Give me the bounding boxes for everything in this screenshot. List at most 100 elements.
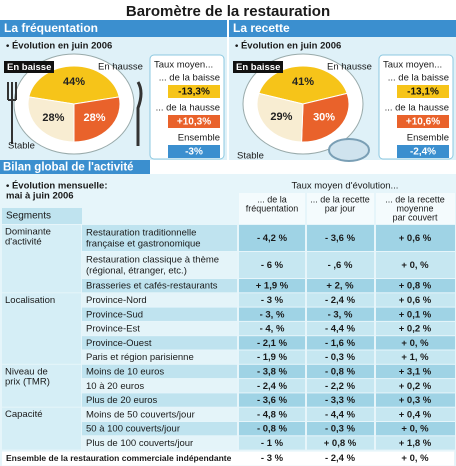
rate-label: Ensemble <box>407 133 449 144</box>
name-cell <box>82 252 237 278</box>
pie-label: En baisse <box>7 62 51 73</box>
value-cell <box>307 407 374 421</box>
cell-value: + 0,6 % <box>399 295 432 306</box>
row-name: Restauration classique à thème <box>86 255 219 266</box>
rate-value: +10,6% <box>406 117 440 128</box>
title: Baromètre de la restauration <box>126 3 330 20</box>
rate-value-box <box>168 115 220 128</box>
rates-title: Taux moyen... <box>154 60 213 71</box>
row-name: française et gastronomique <box>86 239 201 250</box>
total-name: Ensemble de la restauration commerciale … <box>6 453 232 463</box>
name-cell <box>82 336 237 350</box>
slice-label: 29% <box>270 111 292 123</box>
cell-value: + 0,2 % <box>399 324 432 335</box>
pie-label: En baisse <box>236 62 280 73</box>
column-header: ... de la recette <box>385 194 445 204</box>
value-cell <box>307 225 374 251</box>
cell-value: + 0,3 % <box>399 395 432 406</box>
value-cell <box>239 225 305 251</box>
knife <box>136 81 143 146</box>
pie-slice <box>256 92 304 143</box>
name-cell <box>82 307 237 321</box>
cell-value: + 1,9 % <box>256 281 289 292</box>
column-head-bg <box>376 193 455 224</box>
cell-value: - 2,2 % <box>325 381 356 392</box>
cell-value: - 1,6 % <box>325 338 356 349</box>
cell-value: + 0,2 % <box>399 381 432 392</box>
cell-value: - 2,4 % <box>325 295 356 306</box>
cell-value: - 0,8 % <box>325 366 356 377</box>
group-cell <box>2 364 81 407</box>
column-head-bg <box>307 193 374 224</box>
cell-value: - 3,6 % <box>325 233 356 244</box>
value-cell <box>239 321 305 336</box>
cell-value: - 0,8 % <box>257 424 288 435</box>
cell-value: - 4,8 % <box>257 409 288 420</box>
panel-title: La fréquentation <box>4 21 98 35</box>
rate-value-box <box>168 145 220 158</box>
value-cell <box>307 336 374 350</box>
cell-value: - 4, % <box>260 324 285 335</box>
panel-header <box>229 20 456 37</box>
value-cell <box>239 379 305 393</box>
name-cell <box>82 379 237 393</box>
group-label: Capacité <box>5 409 43 420</box>
value-cell <box>307 293 374 307</box>
value-cell <box>376 407 455 421</box>
cell-value: - 1 % <box>261 438 284 449</box>
value-cell <box>376 225 455 251</box>
column-head-bg <box>239 193 305 224</box>
label-box <box>233 61 283 73</box>
pie-slice <box>258 65 348 105</box>
value-cell <box>239 422 305 436</box>
cell-value: + 3,1 % <box>399 366 432 377</box>
rate-value: +10,3% <box>177 117 211 128</box>
cell-value: + 0,8 % <box>399 281 432 292</box>
cell-value: - 3, % <box>328 309 353 320</box>
group-cell <box>2 293 81 364</box>
value-cell <box>376 364 455 379</box>
value-cell <box>376 252 455 278</box>
value-cell <box>376 307 455 321</box>
rates-box <box>378 54 454 160</box>
column-header: par couvert <box>392 212 438 222</box>
pie-slice <box>301 92 350 143</box>
cell-value: - 3 % <box>261 295 284 306</box>
name-cell <box>82 321 237 336</box>
value-cell <box>307 252 374 278</box>
slice-label: 44% <box>63 76 85 88</box>
row-name: Paris et région parisienne <box>86 352 194 363</box>
coin <box>328 138 370 162</box>
cell-value: - 3,6 % <box>257 395 288 406</box>
row-name: Province-Ouest <box>86 338 152 349</box>
rate-label: ... de la hausse <box>385 103 449 114</box>
panel-header <box>0 20 227 37</box>
row-name: Province-Nord <box>86 295 147 306</box>
rate-value: -2,4% <box>410 147 436 158</box>
group-cell <box>2 407 81 450</box>
value-cell <box>239 293 305 307</box>
cell-value: - 3, % <box>260 309 285 320</box>
name-cell <box>82 293 237 307</box>
cell-value: - 3,8 % <box>257 366 288 377</box>
value-cell <box>239 252 305 278</box>
section-title: Bilan global de l'activité <box>3 162 134 174</box>
rate-value: -3% <box>185 147 203 158</box>
slice-label: 41% <box>292 76 314 88</box>
rates-title: Taux moyen... <box>383 60 442 71</box>
value-cell <box>307 279 374 293</box>
cell-value: + 0, % <box>401 260 429 271</box>
value-cell <box>307 350 374 364</box>
segments-box <box>2 208 82 224</box>
column-header: par jour <box>325 203 356 213</box>
value-cell <box>376 279 455 293</box>
name-cell <box>82 436 237 450</box>
group-label: Niveau de <box>5 366 48 377</box>
value-cell <box>376 350 455 364</box>
row-name: Province-Est <box>86 324 140 335</box>
total-value: - 2,4 % <box>325 453 356 464</box>
rate-value: -13,3% <box>178 87 210 98</box>
row-name: Province-Sud <box>86 309 143 320</box>
cell-value: - 1,9 % <box>257 352 288 363</box>
